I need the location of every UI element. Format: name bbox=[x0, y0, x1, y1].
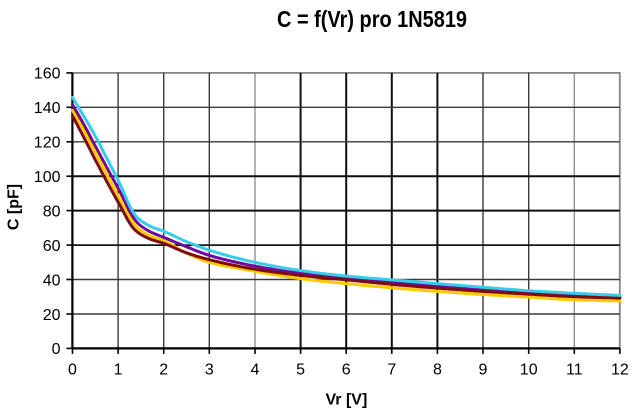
svg-text:0: 0 bbox=[68, 362, 77, 379]
svg-text:6: 6 bbox=[342, 362, 351, 379]
svg-text:20: 20 bbox=[43, 307, 61, 324]
svg-text:C = f(Vr) pro 1N5819: C = f(Vr) pro 1N5819 bbox=[277, 7, 467, 33]
svg-text:5: 5 bbox=[296, 362, 305, 379]
svg-text:140: 140 bbox=[34, 100, 61, 117]
svg-text:120: 120 bbox=[34, 135, 61, 152]
svg-text:100: 100 bbox=[34, 169, 61, 186]
svg-text:60: 60 bbox=[43, 238, 61, 255]
svg-text:12: 12 bbox=[611, 362, 629, 379]
svg-text:9: 9 bbox=[479, 362, 488, 379]
svg-text:80: 80 bbox=[43, 203, 61, 220]
svg-text:1: 1 bbox=[114, 362, 123, 379]
svg-text:4: 4 bbox=[251, 362, 260, 379]
svg-text:C [pF]: C [pF] bbox=[6, 184, 23, 230]
svg-text:2: 2 bbox=[159, 362, 168, 379]
svg-text:Vr [V]: Vr [V] bbox=[326, 392, 368, 409]
svg-text:40: 40 bbox=[43, 272, 61, 289]
svg-text:8: 8 bbox=[433, 362, 442, 379]
svg-text:0: 0 bbox=[52, 341, 61, 358]
svg-text:7: 7 bbox=[387, 362, 396, 379]
svg-text:11: 11 bbox=[566, 362, 583, 379]
svg-text:10: 10 bbox=[520, 362, 538, 379]
svg-text:3: 3 bbox=[205, 362, 214, 379]
svg-text:160: 160 bbox=[34, 66, 61, 83]
